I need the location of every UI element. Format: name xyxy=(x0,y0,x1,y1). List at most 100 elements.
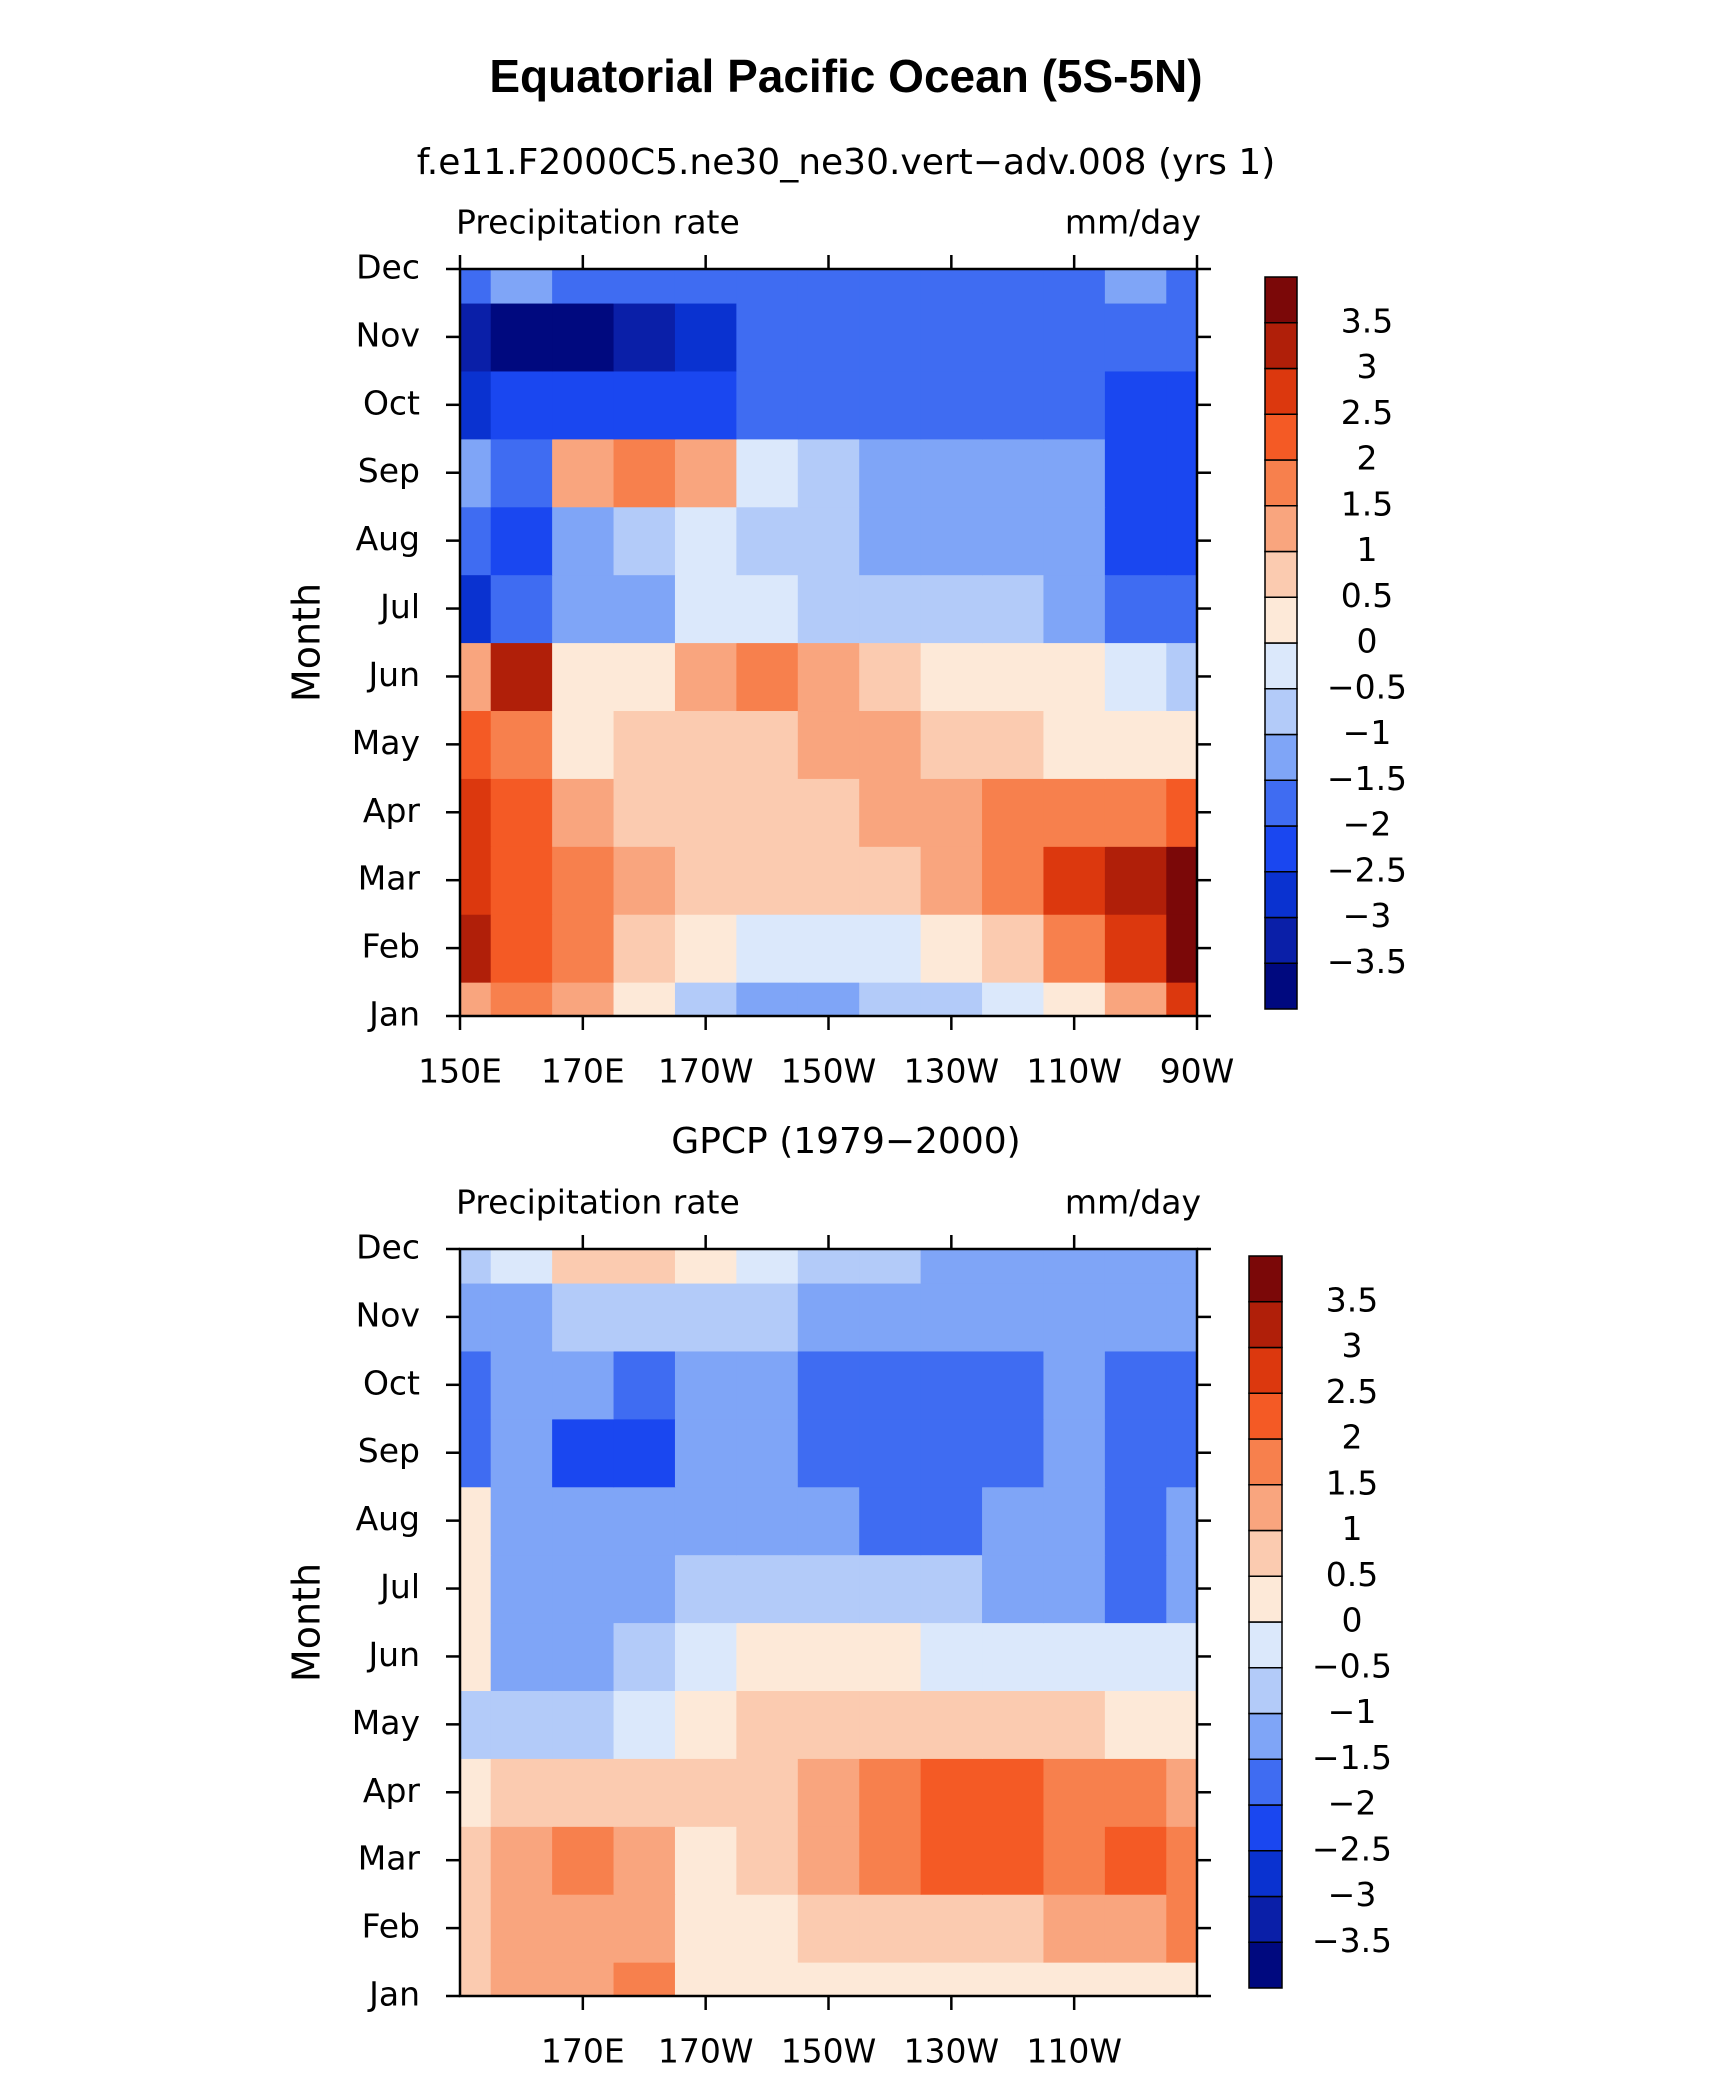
contour-cell xyxy=(460,1249,492,1284)
contour-cell xyxy=(460,1554,492,1624)
contour-cell xyxy=(1043,846,1106,915)
colorbar-label: −3 xyxy=(1328,1875,1377,1914)
contour-cell xyxy=(552,370,615,440)
contour-cell xyxy=(736,914,799,983)
contour-cell xyxy=(613,438,676,508)
contour-cell xyxy=(1104,642,1167,712)
contour-cell xyxy=(1043,438,1106,508)
colorbar-swatch xyxy=(1248,1850,1283,1898)
contour-cell xyxy=(1104,506,1167,576)
contour-cell xyxy=(1166,269,1197,304)
contour-cell xyxy=(460,1758,492,1827)
contour-cell xyxy=(1104,1894,1167,1963)
contour-cell xyxy=(490,1962,553,1996)
contour-cell xyxy=(613,710,676,779)
contour-cell xyxy=(1166,710,1197,779)
contour-cell xyxy=(460,1894,492,1963)
contour-cell xyxy=(797,1418,860,1488)
contour-cell xyxy=(674,1758,737,1827)
contour-cell xyxy=(1043,1622,1106,1692)
colorbar-label: 1.5 xyxy=(1341,484,1393,523)
contour-cell xyxy=(674,642,737,712)
contour-cell xyxy=(1166,1418,1197,1488)
contour-cell xyxy=(736,370,799,440)
contour-cell xyxy=(859,1622,922,1692)
contour-cell xyxy=(674,506,737,576)
colorbar-swatch xyxy=(1248,1529,1283,1577)
contour-cell xyxy=(1166,574,1197,644)
contour-cell xyxy=(797,778,860,847)
contour-cell xyxy=(982,506,1045,576)
contour-cell xyxy=(613,1418,676,1488)
colorbar-label: −2 xyxy=(1343,805,1392,844)
contour-cell xyxy=(490,710,553,779)
contour-cell xyxy=(460,1690,492,1759)
contour-cell xyxy=(613,642,676,712)
contour-cell xyxy=(490,778,553,847)
contour-cell xyxy=(613,269,676,304)
colorbar-label: −1 xyxy=(1343,713,1392,752)
contour-cell xyxy=(920,1554,983,1624)
contour-cell xyxy=(552,438,615,508)
contour-cell xyxy=(674,370,737,440)
contour-cell xyxy=(674,1622,737,1692)
contour-cell xyxy=(1166,1486,1197,1556)
contour-cell xyxy=(859,1894,922,1963)
contour-cell xyxy=(859,1249,922,1284)
contour-cell xyxy=(490,506,553,576)
colorbar-swatch xyxy=(1248,1255,1283,1303)
contour-cell xyxy=(982,1554,1045,1624)
contour-cell xyxy=(859,778,922,847)
contour-cell xyxy=(982,1894,1045,1963)
contour-cell xyxy=(613,914,676,983)
contour-cell xyxy=(674,1690,737,1759)
contour-cell xyxy=(613,1758,676,1827)
colorbar-label: 2.5 xyxy=(1341,393,1393,432)
y-tick-label: Aug xyxy=(356,1499,420,1538)
contour-cell xyxy=(1104,1962,1167,1996)
contour-cell xyxy=(797,506,860,576)
contour-cell xyxy=(1104,1350,1167,1420)
contour-cell xyxy=(859,438,922,508)
contour-cell xyxy=(460,982,492,1016)
contour-cell xyxy=(920,574,983,644)
contour-cell xyxy=(1043,914,1106,983)
contour-cell xyxy=(920,438,983,508)
contour-cell xyxy=(859,269,922,304)
contour-cell xyxy=(797,1282,860,1352)
contour-cell xyxy=(490,1826,553,1895)
contour-cell xyxy=(736,438,799,508)
contour-cell xyxy=(460,1486,492,1556)
contour-cell xyxy=(552,642,615,712)
contour-cell xyxy=(1104,1690,1167,1759)
contour-cell xyxy=(982,269,1045,304)
colorbar-swatch xyxy=(1264,550,1298,598)
colorbar-label: 3 xyxy=(1342,1326,1363,1365)
left-label: Precipitation rate xyxy=(456,203,740,242)
contour-cell xyxy=(982,1350,1045,1420)
colorbar-swatch xyxy=(1248,1346,1283,1394)
y-tick-label: May xyxy=(352,1703,420,1742)
contour-cell xyxy=(490,438,553,508)
contour-cell xyxy=(920,1418,983,1488)
contour-cell xyxy=(552,1282,615,1352)
colorbar-swatch xyxy=(1264,367,1298,415)
left-label: Precipitation rate xyxy=(456,1183,740,1222)
contour-cell xyxy=(736,1418,799,1488)
contour-cell xyxy=(552,982,615,1016)
contour-cell xyxy=(736,269,799,304)
contour-cell xyxy=(674,1249,737,1284)
contour-cell xyxy=(859,846,922,915)
contour-cell xyxy=(1043,370,1106,440)
y-tick-label: Aug xyxy=(356,519,420,558)
colorbar-label: 0 xyxy=(1342,1601,1363,1640)
contour-cell xyxy=(736,1962,799,1996)
y-tick-label: Feb xyxy=(362,927,420,966)
x-tick-label: 110W xyxy=(1026,2032,1122,2071)
contour-cell xyxy=(1043,642,1106,712)
x-tick-label: 150E xyxy=(418,1052,502,1091)
contour-cell xyxy=(1043,1418,1106,1488)
contour-cell xyxy=(859,370,922,440)
contour-cell xyxy=(1043,1894,1106,1963)
